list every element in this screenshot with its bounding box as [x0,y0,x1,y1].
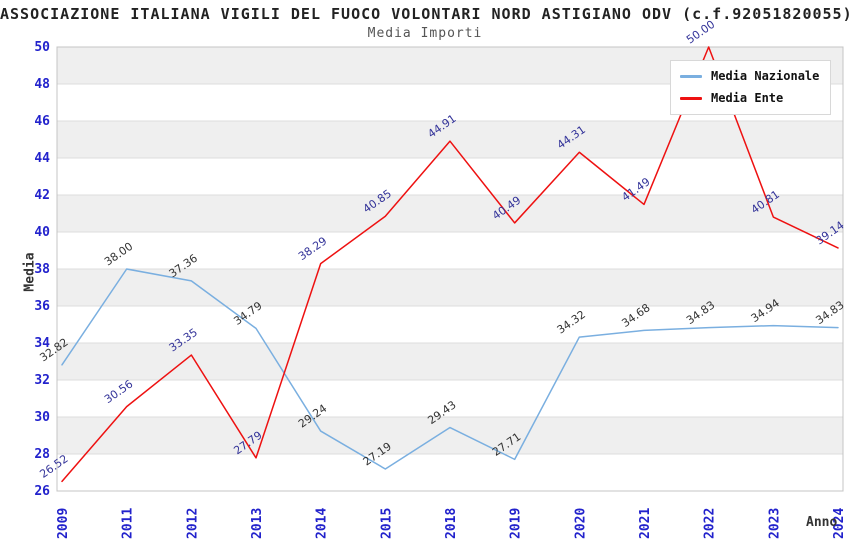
x-tick-label: 2024 [832,508,847,539]
y-tick-label: 40 [34,225,50,240]
data-point-label: 30.56 [102,377,135,406]
data-point-label: 38.00 [102,240,135,269]
chart-title: ASSOCIAZIONE ITALIANA VIGILI DEL FUOCO V… [0,5,850,23]
x-tick-label: 2021 [638,508,653,539]
y-tick-label: 46 [34,114,50,129]
x-tick-label: 2018 [444,508,459,539]
plot-band [57,417,843,454]
legend: Media Nazionale Media Ente [670,60,832,115]
y-axis-title: Media [22,252,38,292]
x-tick-label: 2019 [509,508,524,539]
y-tick-label: 42 [34,188,50,203]
plot-band [57,195,843,232]
series-line [61,268,839,470]
series-line [61,46,839,483]
y-tick-label: 34 [34,336,50,351]
x-tick-label: 2009 [56,508,71,539]
y-tick-label: 44 [34,151,50,166]
x-tick-label: 2022 [703,508,718,539]
y-tick-label: 50 [34,40,50,55]
y-tick-label: 48 [34,77,50,92]
legend-label-media-ente: Media Ente [711,91,784,105]
chart-subtitle: Media Importi [367,26,483,41]
y-tick-label: 28 [34,447,50,462]
line-swatch-media-ente-icon [680,96,702,100]
y-tick-label: 36 [34,299,50,314]
line-swatch-media-nazionale-icon [680,74,702,78]
legend-entry-media-ente: Media Ente [680,91,819,105]
plot-band [57,121,843,158]
y-tick-label: 30 [34,410,50,425]
x-tick-label: 2012 [185,508,200,539]
plot-border [56,46,844,492]
x-axis-title: Anno [806,515,838,530]
legend-entry-media-nazionale: Media Nazionale [680,69,819,83]
x-tick-label: 2011 [121,508,136,539]
data-point-label: 34.32 [555,308,588,337]
y-tick-label: 26 [34,484,50,499]
plot-band [57,343,843,380]
data-point-label: 38.29 [296,234,329,263]
x-tick-label: 2013 [250,508,265,539]
legend-label-media-nazionale: Media Nazionale [711,69,820,83]
x-tick-label: 2015 [379,508,394,539]
y-tick-label: 32 [34,373,50,388]
x-tick-label: 2014 [315,508,330,539]
y-tick-label: 38 [34,262,50,277]
x-tick-label: 2020 [573,508,588,539]
plot-band [57,269,843,306]
x-tick-label: 2023 [767,508,782,539]
